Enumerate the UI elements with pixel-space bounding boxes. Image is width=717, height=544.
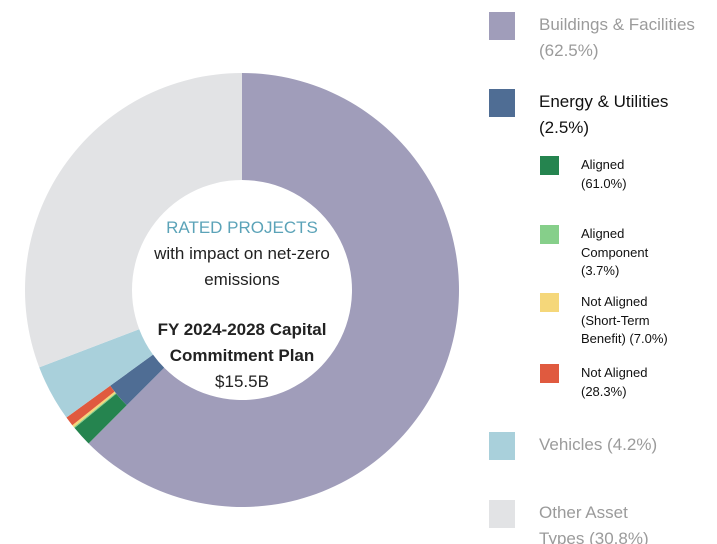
legend-swatch (540, 156, 559, 175)
legend-label: Vehicles (4.2%) (539, 435, 658, 454)
segment (24, 73, 242, 368)
legend-item: Buildings & Facilities (62.5%) (489, 12, 704, 64)
legend-item: Not Aligned (Short-Term Benefit) (7.0%) (540, 293, 686, 349)
legend-swatch (489, 12, 515, 40)
legend-swatch (489, 89, 515, 117)
inner-segment (110, 354, 165, 406)
legend-item: Aligned (61.0%) (540, 156, 661, 193)
legend-item: Vehicles (4.2%) (489, 432, 704, 460)
legend-item: Aligned Component (3.7%) (540, 225, 661, 281)
legend-label: Not Aligned (28.3%) (581, 365, 648, 399)
legend-label: Energy & Utilities (2.5%) (539, 92, 669, 137)
segment (39, 329, 154, 418)
center-label: RATED PROJECTS with impact on net-zero e… (152, 215, 332, 395)
outer-segment (66, 385, 115, 426)
legend-item: Other Asset Types (30.8%) (489, 500, 664, 544)
legend-swatch (540, 364, 559, 383)
legend-item: Energy & Utilities (2.5%) (489, 89, 704, 141)
legend-swatch (489, 500, 515, 528)
center-heading: RATED PROJECTS (166, 218, 318, 237)
legend-label: Buildings & Facilities (62.5%) (539, 15, 695, 60)
segment (88, 73, 459, 508)
legend-label: Not Aligned (Short-Term Benefit) (7.0%) (581, 294, 668, 346)
legend-label: Other Asset Types (30.8%) (539, 503, 649, 544)
center-plan: FY 2024-2028 Capital Commitment Plan (157, 320, 327, 365)
legend-swatch (540, 293, 559, 312)
legend-label: Aligned (61.0%) (581, 157, 627, 191)
outer-segment (73, 392, 117, 429)
legend-swatch (489, 432, 515, 460)
legend-label: Aligned Component (3.7%) (581, 226, 649, 278)
center-subheading: with impact on net-zero emissions (154, 244, 330, 289)
legend-item: Not Aligned (28.3%) (540, 364, 661, 401)
center-amount: $15.5B (215, 372, 269, 391)
legend-swatch (540, 225, 559, 244)
outer-segment (72, 391, 116, 428)
chart (24, 73, 459, 508)
outer-segment (74, 393, 127, 444)
